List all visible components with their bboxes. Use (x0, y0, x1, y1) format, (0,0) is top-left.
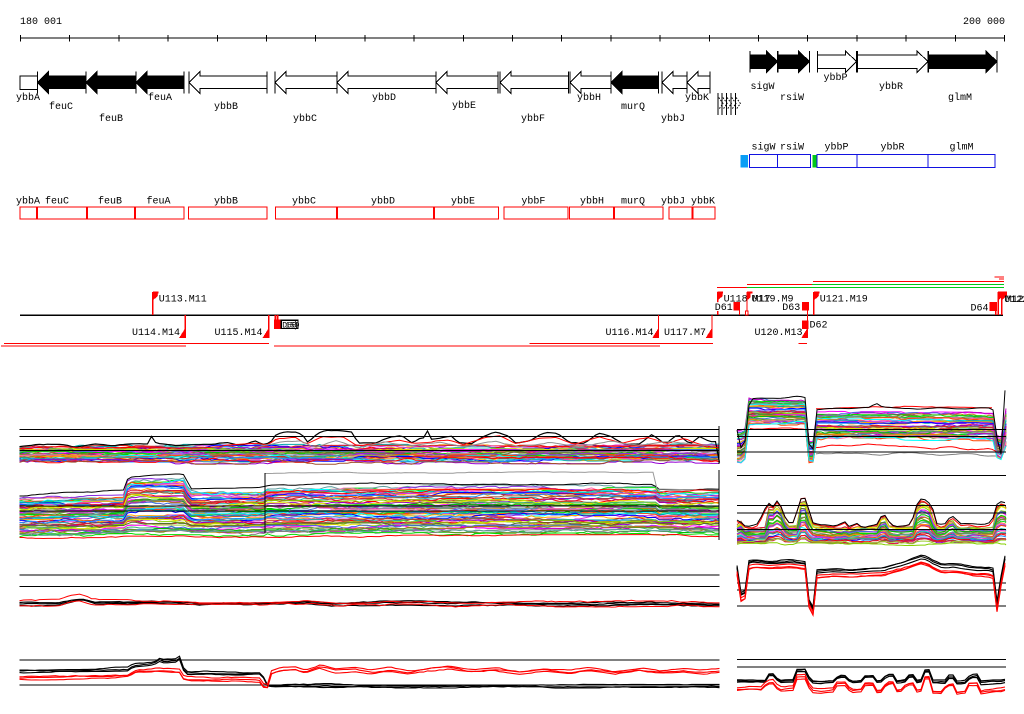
svg-text:ybbF: ybbF (521, 196, 545, 208)
svg-text:ybbJ: ybbJ (661, 196, 685, 208)
svg-text:U115.M14: U115.M14 (215, 328, 263, 339)
svg-text:U119.M9: U119.M9 (752, 294, 794, 305)
svg-text:rsiW: rsiW (780, 92, 804, 104)
svg-text:feuB: feuB (99, 113, 123, 125)
svg-text:glmM: glmM (948, 92, 972, 104)
svg-text:U114.M14: U114.M14 (132, 328, 180, 339)
svg-text:D60: D60 (282, 321, 297, 330)
svg-text:ybbP: ybbP (824, 72, 848, 84)
svg-text:feuA: feuA (148, 92, 172, 104)
svg-text:feuC: feuC (45, 196, 69, 208)
svg-text:U118: U118 (724, 294, 748, 305)
svg-text:D64: D64 (971, 304, 989, 315)
svg-text:ybbE: ybbE (452, 100, 476, 112)
svg-text:ybbC: ybbC (292, 196, 316, 208)
svg-text:M12: M12 (1006, 295, 1024, 306)
svg-text:180 001: 180 001 (20, 17, 62, 28)
svg-text:U113.M11: U113.M11 (159, 294, 207, 305)
svg-text:M17: M17 (753, 294, 771, 305)
svg-text:200 000: 200 000 (963, 17, 1005, 28)
svg-text:feuC: feuC (49, 101, 73, 113)
svg-text:ybbA: ybbA (16, 92, 40, 104)
svg-text:159: 159 (285, 321, 300, 330)
svg-text:feuA: feuA (147, 196, 171, 208)
svg-text:ybbR: ybbR (881, 142, 905, 154)
svg-text:sigW: sigW (752, 142, 776, 154)
svg-text:): ) (293, 321, 298, 331)
svg-text:ybbP: ybbP (825, 142, 849, 154)
svg-text:ybbK: ybbK (685, 92, 709, 104)
svg-text:ybbA: ybbA (16, 196, 40, 208)
svg-text:sigW: sigW (751, 81, 775, 93)
svg-text:D62: D62 (810, 321, 828, 332)
svg-text:U117.M7: U117.M7 (664, 328, 706, 339)
svg-text:U122: U122 (1004, 295, 1024, 306)
svg-text:D61: D61 (715, 303, 733, 314)
svg-text:ybbB: ybbB (214, 101, 238, 113)
svg-text:glmM: glmM (950, 142, 974, 154)
svg-text:feuB: feuB (98, 196, 122, 208)
svg-text:murQ: murQ (621, 102, 645, 113)
svg-text:U116.M14: U116.M14 (606, 328, 654, 339)
svg-text:rsiW: rsiW (780, 142, 804, 154)
svg-text:ybbH: ybbH (577, 92, 601, 104)
svg-text:ybbH: ybbH (580, 196, 604, 208)
svg-text:murQ: murQ (621, 197, 645, 208)
svg-text:ybbR: ybbR (879, 81, 903, 93)
svg-text:ybbB: ybbB (214, 196, 238, 208)
svg-text:ybbC: ybbC (293, 113, 317, 125)
svg-text:ybbJ: ybbJ (661, 113, 685, 125)
svg-text:D63: D63 (782, 303, 800, 314)
svg-text:U120.M13: U120.M13 (755, 328, 803, 339)
svg-text:ybbF: ybbF (521, 113, 545, 125)
svg-text:ybbK: ybbK (691, 196, 715, 208)
svg-text:ybbD: ybbD (372, 92, 396, 104)
svg-text:U121.M19: U121.M19 (820, 294, 868, 305)
svg-text:ybbD: ybbD (371, 196, 395, 208)
svg-text:ybbE: ybbE (451, 196, 475, 208)
